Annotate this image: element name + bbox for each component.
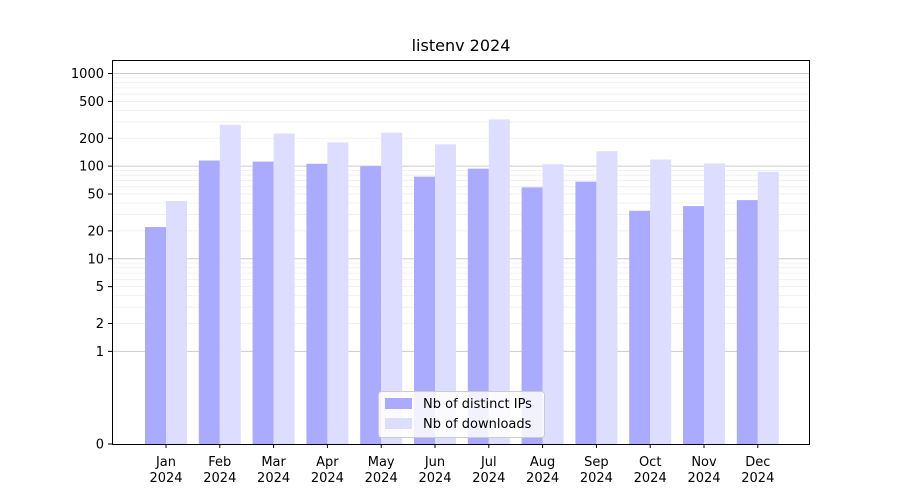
- y-tick-label: 10: [87, 252, 104, 267]
- bar-downloads: [166, 201, 187, 444]
- y-tick-label: 5: [96, 280, 104, 295]
- y-tick-label: 20: [87, 224, 104, 239]
- x-tick-label-month: Jul: [480, 455, 497, 470]
- plot-frame: [112, 60, 810, 445]
- x-tick-label-year: 2024: [203, 471, 236, 486]
- x-tick-label-month: Jan: [155, 455, 176, 470]
- y-tick-label: 100: [79, 160, 104, 175]
- x-tick-label-year: 2024: [311, 471, 344, 486]
- bar-downloads: [488, 119, 510, 444]
- legend-box: [378, 391, 545, 438]
- bar-downloads: [542, 164, 564, 444]
- bar-distinct-ips: [252, 161, 274, 445]
- bar-distinct-ips: [145, 227, 166, 444]
- bar-downloads: [650, 159, 672, 445]
- bar-distinct-ips: [360, 166, 382, 445]
- y-tick-label: 2: [96, 317, 104, 332]
- bars: [145, 119, 779, 445]
- y-tick-label: 200: [79, 132, 104, 147]
- y-tick-label: 50: [87, 188, 104, 203]
- x-tick-label-year: 2024: [149, 471, 182, 486]
- x-tick-label-month: Aug: [530, 455, 555, 470]
- bar-distinct-ips: [575, 181, 597, 444]
- legend: Nb of distinct IPs Nb of downloads: [378, 391, 545, 438]
- x-tick-label-month: May: [368, 455, 395, 470]
- x-axis: Jan2024Feb2024Mar2024Apr2024May2024Jun20…: [149, 444, 774, 486]
- y-axis: 0 1 2 5 10 20 50 100 200 500 1000: [71, 67, 112, 453]
- x-tick-label-month: Nov: [691, 455, 717, 470]
- legend-label: Nb of distinct IPs: [423, 397, 532, 412]
- x-tick-label-year: 2024: [365, 471, 398, 486]
- x-tick-label-year: 2024: [257, 471, 290, 486]
- bar-downloads: [704, 163, 725, 444]
- x-tick-label-month: Sep: [584, 455, 609, 470]
- x-tick-label-year: 2024: [741, 471, 774, 486]
- legend-swatch: [385, 398, 412, 409]
- y-tick-label: 500: [79, 95, 104, 110]
- x-tick-label-month: Dec: [745, 455, 770, 470]
- bar-downloads: [757, 171, 779, 444]
- x-tick-label-year: 2024: [418, 471, 451, 486]
- bar-distinct-ips: [306, 163, 328, 445]
- bar-downloads: [596, 151, 618, 444]
- x-tick-label-year: 2024: [687, 471, 720, 486]
- x-tick-label-month: Jun: [424, 455, 445, 470]
- legend-label: Nb of downloads: [423, 417, 532, 432]
- bar-distinct-ips: [683, 206, 704, 444]
- x-tick-label-year: 2024: [526, 471, 559, 486]
- y-tick-label: 0: [96, 438, 104, 453]
- y-tick-label: 1000: [71, 67, 104, 82]
- x-tick-label-month: Oct: [639, 455, 661, 470]
- bar-distinct-ips: [467, 168, 489, 444]
- bar-distinct-ips: [198, 160, 220, 444]
- bar-distinct-ips: [736, 200, 758, 444]
- bar-downloads: [327, 142, 349, 445]
- x-tick-label-month: Apr: [316, 455, 339, 470]
- bar-downloads: [381, 132, 403, 444]
- bar-distinct-ips: [521, 187, 543, 444]
- bar-downloads: [273, 133, 295, 445]
- x-tick-label-year: 2024: [634, 471, 667, 486]
- x-tick-label-month: Mar: [261, 455, 286, 470]
- bar-downloads: [219, 124, 241, 444]
- legend-swatch: [385, 418, 412, 429]
- chart-title: listenv 2024: [412, 36, 511, 55]
- x-tick-label-year: 2024: [472, 471, 505, 486]
- y-tick-label: 1: [96, 345, 104, 360]
- bar-distinct-ips: [629, 210, 651, 444]
- x-tick-label-month: Feb: [208, 455, 231, 470]
- x-tick-label-year: 2024: [580, 471, 613, 486]
- bar-distinct-ips: [414, 176, 435, 444]
- bar-downloads: [435, 144, 456, 444]
